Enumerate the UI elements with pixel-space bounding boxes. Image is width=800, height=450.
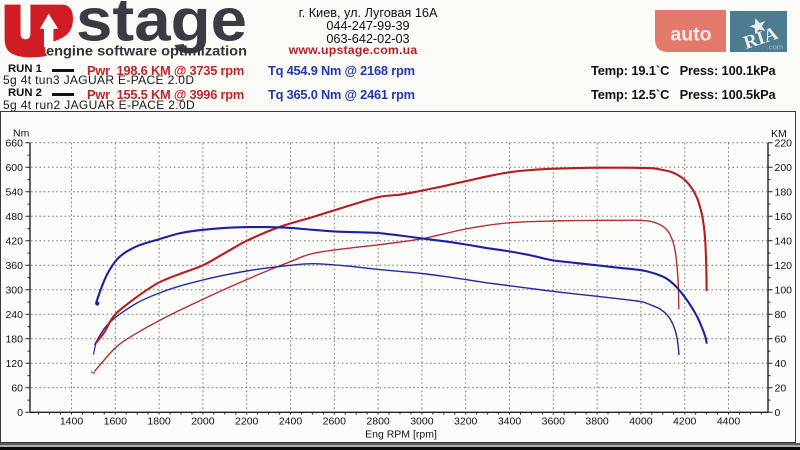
svg-text:220: 220 xyxy=(775,137,793,149)
svg-text:2800: 2800 xyxy=(366,416,390,428)
svg-text:4200: 4200 xyxy=(673,416,697,428)
svg-text:1600: 1600 xyxy=(104,416,128,428)
svg-text:600: 600 xyxy=(5,162,23,174)
svg-text:140: 140 xyxy=(775,235,793,247)
svg-text:3200: 3200 xyxy=(454,416,478,428)
svg-text:20: 20 xyxy=(775,382,787,394)
svg-text:3600: 3600 xyxy=(542,416,566,428)
svg-text:engine software optimization: engine software optimization xyxy=(46,44,247,59)
svg-text:60: 60 xyxy=(775,333,787,345)
svg-text:stage: stage xyxy=(76,0,247,54)
svg-text:4000: 4000 xyxy=(629,416,653,428)
svg-text:160: 160 xyxy=(775,211,793,223)
svg-text:120: 120 xyxy=(5,358,23,370)
svg-text:420: 420 xyxy=(5,235,23,247)
svg-text:40: 40 xyxy=(775,358,787,370)
svg-text:0: 0 xyxy=(775,407,781,419)
svg-text:2400: 2400 xyxy=(279,416,303,428)
svg-text:3000: 3000 xyxy=(410,416,434,428)
svg-text:auto: auto xyxy=(670,24,711,46)
svg-text:100: 100 xyxy=(775,284,793,296)
svg-text:1800: 1800 xyxy=(147,416,171,428)
svg-text:60: 60 xyxy=(11,382,23,394)
svg-text:3800: 3800 xyxy=(585,416,609,428)
svg-text:180: 180 xyxy=(5,333,23,345)
svg-text:3400: 3400 xyxy=(498,416,522,428)
svg-text:480: 480 xyxy=(5,211,23,223)
svg-text:0: 0 xyxy=(17,407,23,419)
svg-text:Eng RPM [rpm]: Eng RPM [rpm] xyxy=(365,429,437,441)
svg-text:2600: 2600 xyxy=(323,416,347,428)
svg-text:240: 240 xyxy=(5,309,23,321)
svg-text:4400: 4400 xyxy=(717,416,741,428)
svg-text:80: 80 xyxy=(775,309,787,321)
svg-text:180: 180 xyxy=(775,186,793,198)
svg-text:.com: .com xyxy=(767,43,783,52)
svg-text:300: 300 xyxy=(5,284,23,296)
svg-text:360: 360 xyxy=(5,260,23,272)
svg-text:200: 200 xyxy=(775,162,793,174)
svg-text:KM: KM xyxy=(771,128,787,140)
svg-text:1400: 1400 xyxy=(60,416,84,428)
svg-text:2200: 2200 xyxy=(235,416,259,428)
svg-text:2000: 2000 xyxy=(191,416,215,428)
svg-text:540: 540 xyxy=(5,186,23,198)
svg-text:120: 120 xyxy=(775,260,793,272)
svg-text:660: 660 xyxy=(5,137,23,149)
svg-text:Nm: Nm xyxy=(13,128,30,140)
